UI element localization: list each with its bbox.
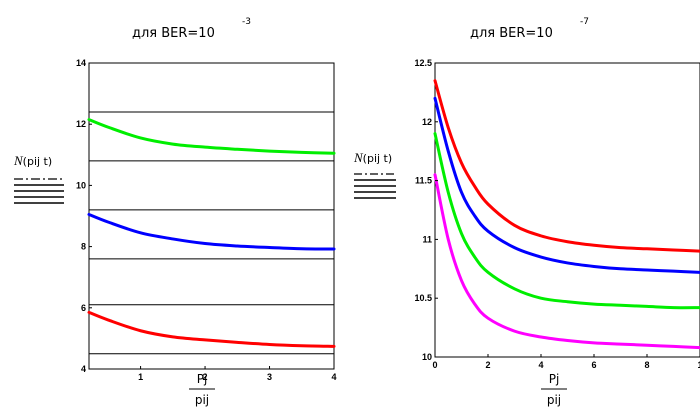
chart-right-xlabel-numerator: Pj [549,372,560,386]
chart-left-xlabel: Pj pij [189,372,215,407]
chart-right: для BER=10 -7 N(pij t) 1010.51111.51212.… [353,17,700,407]
svg-text:N(pij t): N(pij t) [353,150,392,165]
chart-left-x-tick-label-3: 4 [331,372,336,382]
chart-left-y-tick-label-5: 14 [76,58,86,68]
chart-left-series [87,118,336,348]
chart-right-y-tick-label-0: 10 [422,352,432,362]
chart-left-xlabel-denominator: pij [195,393,209,407]
chart-left-title-exponent: -3 [242,17,251,27]
chart-right-xlabel: Pj pij [541,372,567,407]
chart-left-plot-frame [88,62,335,370]
chart-right-y-ticks: 10 10.5 11 11.5 12 12.5 [414,58,438,362]
chart-right-y-tick-label-4: 12 [422,117,432,127]
chart-right-x-tick-label-1: 2 [485,360,490,370]
chart-left-x-tick-label-1: 2 [203,372,208,382]
chart-left-xlabel-numerator: Pj [197,372,208,386]
chart-right-ylabel-args: (pij t) [363,152,393,165]
chart-right-series-green [433,132,700,310]
chart-right-x-tick-label-3: 6 [591,360,596,370]
chart-right-plot-frame [434,62,700,358]
chart-left-ylabel-args: (pij t) [23,155,53,168]
chart-right-y-tick-label-5: 12.5 [414,58,432,68]
chart-right-y-tick-label-1: 10.5 [414,293,432,303]
chart-left-reference-lines [89,111,334,355]
chart-right-ylabel-main: N [353,150,364,165]
chart-left-series-green [87,118,336,155]
svg-text:N(pij t): N(pij t) [13,153,52,168]
chart-left-y-tick-label-3: 10 [76,180,86,190]
chart-right-series-blue [433,96,700,274]
chart-right-x-tick-label-2: 4 [538,360,543,370]
chart-left-legend-lines [14,178,64,204]
chart-left-y-tick-label-1: 6 [81,303,86,313]
chart-right-series-red [433,79,700,253]
chart-right-series-magenta [433,173,700,350]
chart-right-title: для BER=10 [470,26,553,41]
chart-left-y-tick-label-4: 12 [76,119,86,129]
chart-right-ylabel: N(pij t) [353,150,396,199]
chart-left-y-tick-label-0: 4 [81,364,86,374]
chart-left-series-blue [87,212,336,251]
chart-left-x-tick-label-0: 1 [138,372,143,382]
chart-right-title-exponent: -7 [580,17,589,27]
chart-left-y-tick-label-2: 8 [81,242,86,252]
chart-right-y-tick-label-2: 11 [422,234,432,244]
chart-left-y-ticks: 4 6 8 10 12 14 [76,58,92,374]
chart-left-x-ticks: 1 2 3 4 [138,366,337,382]
chart-right-series [433,79,700,350]
chart-right-x-tick-label-0: 0 [432,360,437,370]
chart-left-x-tick-label-2: 3 [267,372,272,382]
chart-left-title: для BER=10 [132,26,215,41]
chart-right-x-tick-label-4: 8 [644,360,649,370]
chart-right-x-ticks: 0 2 4 6 8 1 [432,354,700,370]
chart-right-y-tick-label-3: 11.5 [415,176,432,186]
chart-right-x-tick-label-5: 1 [697,360,700,370]
chart-left-ylabel-main: N [13,153,24,168]
chart-left-ylabel: N(pij t) [13,153,64,204]
chart-left-series-red [87,310,336,348]
chart-right-xlabel-denominator: pij [547,393,561,407]
chart-right-legend-lines [354,173,396,199]
